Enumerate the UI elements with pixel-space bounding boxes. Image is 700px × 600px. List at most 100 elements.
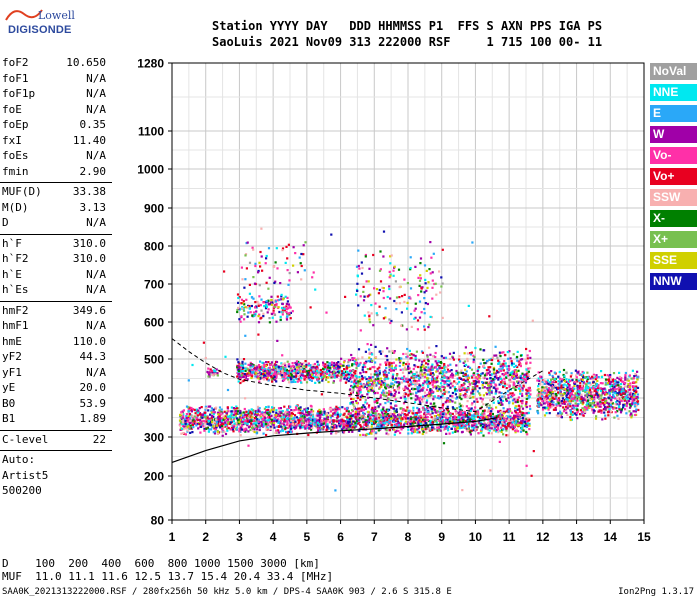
- echo-point: [196, 414, 199, 417]
- echo-point: [388, 363, 391, 366]
- echo-point: [446, 383, 449, 386]
- echo-point: [268, 369, 271, 372]
- echo-point: [388, 429, 391, 432]
- echo-point: [366, 422, 369, 425]
- echo-point: [509, 371, 512, 375]
- echo-point: [377, 414, 380, 417]
- echo-point: [377, 418, 380, 421]
- echo-point: [518, 384, 521, 387]
- echo-point: [232, 413, 235, 416]
- echo-point: [343, 377, 346, 380]
- echo-point: [178, 419, 182, 422]
- echo-point: [516, 408, 519, 411]
- echo-point: [283, 418, 286, 421]
- echo-point: [541, 397, 544, 401]
- echo-point: [522, 429, 525, 432]
- echo-point: [306, 373, 309, 376]
- echo-point: [380, 409, 383, 412]
- echo-point: [359, 361, 362, 365]
- echo-point: [442, 371, 445, 374]
- echo-point: [492, 401, 495, 404]
- echo-point: [462, 419, 465, 422]
- echo-point: [367, 406, 370, 409]
- echo-point: [245, 410, 248, 413]
- echo-point: [191, 423, 195, 426]
- echo-point: [487, 384, 490, 387]
- param-value: N/A: [86, 319, 106, 332]
- echo-point: [498, 421, 501, 424]
- echo-point: [426, 358, 430, 361]
- echo-point: [305, 365, 308, 368]
- echo-point: [445, 420, 448, 423]
- echo-point: [526, 420, 529, 424]
- echo-point: [497, 362, 500, 365]
- echo-point: [199, 419, 202, 423]
- echo-point: [209, 422, 212, 425]
- echo-point: [267, 424, 270, 427]
- echo-point: [456, 373, 460, 376]
- echo-point: [257, 424, 260, 427]
- echo-point: [241, 364, 245, 367]
- echo-point: [472, 409, 475, 412]
- echo-point: [413, 401, 417, 404]
- echo-point: [381, 408, 384, 411]
- echo-point: [469, 433, 472, 436]
- echo-point: [520, 420, 523, 423]
- echo-point: [523, 420, 526, 423]
- echo-point: [250, 412, 253, 415]
- echo-point: [282, 416, 285, 419]
- echo-point: [301, 372, 304, 375]
- echo-point: [322, 367, 325, 370]
- echo-point: [429, 421, 432, 424]
- echo-point: [399, 359, 402, 362]
- echo-point: [464, 368, 467, 371]
- echo-point: [439, 389, 443, 392]
- echo-point: [474, 382, 477, 385]
- echo-point: [429, 369, 432, 372]
- echo-point: [414, 357, 417, 360]
- echo-point: [466, 380, 469, 383]
- echo-point: [410, 432, 413, 435]
- echo-point: [271, 380, 274, 383]
- echo-point: [418, 359, 421, 362]
- echo-point: [325, 428, 328, 431]
- echo-point: [234, 412, 237, 415]
- echo-point: [431, 363, 434, 366]
- echo-point: [477, 432, 480, 435]
- echo-point: [471, 388, 474, 391]
- echo-point: [361, 376, 365, 379]
- echo-point: [387, 409, 390, 412]
- echo-point: [343, 423, 346, 426]
- echo-point: [207, 430, 210, 433]
- echo-point: [476, 390, 479, 393]
- echo-point: [468, 417, 471, 420]
- echo-point: [232, 430, 235, 433]
- echo-point: [501, 428, 504, 432]
- echo-point: [396, 420, 400, 423]
- echo-point: [524, 422, 527, 425]
- echo-point: [259, 367, 262, 370]
- echo-point: [185, 413, 188, 416]
- echo-point: [379, 413, 382, 416]
- param-value: 44.3: [79, 350, 107, 363]
- echo-point: [461, 416, 464, 419]
- echo-point: [451, 431, 454, 434]
- echo-point: [191, 408, 195, 411]
- echo-point: [477, 415, 480, 419]
- echo-point: [451, 356, 455, 359]
- echo-point: [425, 412, 428, 415]
- echo-point: [247, 363, 250, 366]
- echo-point: [352, 424, 355, 427]
- echo-point: [513, 369, 516, 372]
- echo-point: [253, 417, 256, 420]
- echo-point: [427, 419, 431, 423]
- echo-point: [294, 406, 298, 409]
- echo-point: [290, 423, 293, 426]
- echo-point: [300, 418, 303, 421]
- echo-point: [363, 405, 366, 409]
- echo-point: [348, 394, 351, 397]
- echo-point: [325, 365, 328, 368]
- echo-point: [389, 391, 392, 394]
- echo-point: [287, 374, 290, 377]
- echo-point: [192, 417, 195, 421]
